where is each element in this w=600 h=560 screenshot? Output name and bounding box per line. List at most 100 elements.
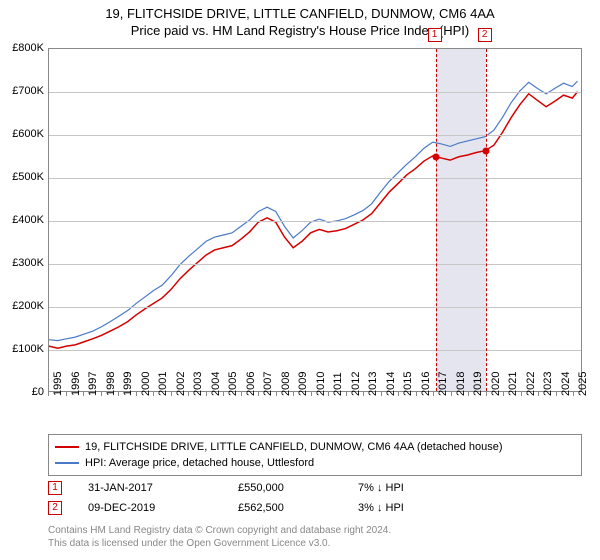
x-tick (101, 392, 102, 396)
legend-swatch (55, 462, 79, 464)
x-axis-label: 1999 (122, 372, 134, 396)
sale-badge: 2 (48, 501, 62, 515)
x-tick (206, 392, 207, 396)
gridline (49, 264, 581, 265)
sale-point (432, 153, 439, 160)
x-tick (468, 392, 469, 396)
x-axis-label: 2016 (420, 372, 432, 396)
x-tick (188, 392, 189, 396)
footer-line-1: Contains HM Land Registry data © Crown c… (48, 524, 582, 537)
sale-delta: 3% ↓ HPI (358, 502, 404, 514)
x-axis-label: 2014 (385, 372, 397, 396)
x-axis-label: 2006 (245, 372, 257, 396)
sale-price: £550,000 (238, 482, 358, 494)
x-tick (153, 392, 154, 396)
footer-line-2: This data is licensed under the Open Gov… (48, 537, 582, 550)
x-axis-label: 2004 (210, 372, 222, 396)
x-axis-label: 2011 (332, 372, 344, 396)
x-tick (118, 392, 119, 396)
x-axis-label: 2015 (402, 372, 414, 396)
y-axis-label: £500K (0, 171, 44, 183)
sale-delta: 7% ↓ HPI (358, 482, 404, 494)
x-axis-label: 2019 (472, 372, 484, 396)
sales-row: 1 31-JAN-2017£550,0007% ↓ HPI (48, 478, 582, 498)
x-tick (258, 392, 259, 396)
x-axis-label: 2021 (507, 372, 519, 396)
x-tick (48, 392, 49, 396)
x-tick (136, 392, 137, 396)
x-tick (573, 392, 574, 396)
x-tick (66, 392, 67, 396)
x-axis-label: 2005 (227, 372, 239, 396)
x-axis-label: 2023 (542, 372, 554, 396)
gridline (49, 221, 581, 222)
sale-marker-line (436, 49, 437, 391)
sale-marker-badge: 2 (478, 28, 492, 42)
x-tick (451, 392, 452, 396)
x-tick (503, 392, 504, 396)
y-axis-label: £600K (0, 128, 44, 140)
x-tick (241, 392, 242, 396)
sale-marker-badge: 1 (428, 28, 442, 42)
y-axis-label: £800K (0, 42, 44, 54)
x-axis-label: 2003 (192, 372, 204, 396)
x-axis-label: 2010 (315, 372, 327, 396)
x-tick (363, 392, 364, 396)
x-tick (416, 392, 417, 396)
x-tick (521, 392, 522, 396)
x-axis-label: 2009 (297, 372, 309, 396)
title-line-2: Price paid vs. HM Land Registry's House … (0, 23, 600, 38)
sale-badge: 1 (48, 481, 62, 495)
x-tick (556, 392, 557, 396)
y-axis-label: £300K (0, 257, 44, 269)
legend-swatch (55, 446, 79, 448)
x-axis-label: 2025 (577, 372, 589, 396)
y-axis-label: £200K (0, 300, 44, 312)
series-hpi (49, 81, 578, 340)
x-axis-label: 2013 (367, 372, 379, 396)
x-tick (538, 392, 539, 396)
x-tick (83, 392, 84, 396)
legend-row: HPI: Average price, detached house, Uttl… (55, 455, 575, 471)
gridline (49, 350, 581, 351)
sale-date: 31-JAN-2017 (88, 482, 238, 494)
legend-label: HPI: Average price, detached house, Uttl… (85, 457, 314, 469)
x-axis-label: 2008 (280, 372, 292, 396)
x-axis-label: 1996 (70, 372, 82, 396)
x-tick (311, 392, 312, 396)
x-tick (381, 392, 382, 396)
y-axis-label: £100K (0, 343, 44, 355)
sale-price: £562,500 (238, 502, 358, 514)
chart-title-block: 19, FLITCHSIDE DRIVE, LITTLE CANFIELD, D… (0, 0, 600, 38)
x-tick (346, 392, 347, 396)
x-axis-label: 2002 (175, 372, 187, 396)
x-tick (328, 392, 329, 396)
x-tick (433, 392, 434, 396)
x-tick (398, 392, 399, 396)
y-axis-label: £700K (0, 85, 44, 97)
y-axis-label: £0 (0, 386, 44, 398)
x-axis-label: 2018 (455, 372, 467, 396)
x-tick (171, 392, 172, 396)
sale-point (482, 148, 489, 155)
x-axis-label: 2022 (525, 372, 537, 396)
chart-plot-area (48, 48, 582, 392)
x-axis-label: 2017 (437, 372, 449, 396)
x-axis-label: 2000 (140, 372, 152, 396)
x-axis-label: 2020 (490, 372, 502, 396)
sales-table: 1 31-JAN-2017£550,0007% ↓ HPI 2 09-DEC-2019… (48, 478, 582, 518)
gridline (49, 92, 581, 93)
x-tick (223, 392, 224, 396)
x-tick (293, 392, 294, 396)
gridline (49, 178, 581, 179)
legend-label: 19, FLITCHSIDE DRIVE, LITTLE CANFIELD, D… (85, 441, 503, 453)
x-axis-label: 1997 (87, 372, 99, 396)
x-axis-label: 2007 (262, 372, 274, 396)
chart-svg (49, 49, 581, 391)
x-tick (276, 392, 277, 396)
x-tick (486, 392, 487, 396)
legend-row: 19, FLITCHSIDE DRIVE, LITTLE CANFIELD, D… (55, 439, 575, 455)
footer-attribution: Contains HM Land Registry data © Crown c… (48, 524, 582, 550)
sales-row: 2 09-DEC-2019£562,5003% ↓ HPI (48, 498, 582, 518)
sale-date: 09-DEC-2019 (88, 502, 238, 514)
